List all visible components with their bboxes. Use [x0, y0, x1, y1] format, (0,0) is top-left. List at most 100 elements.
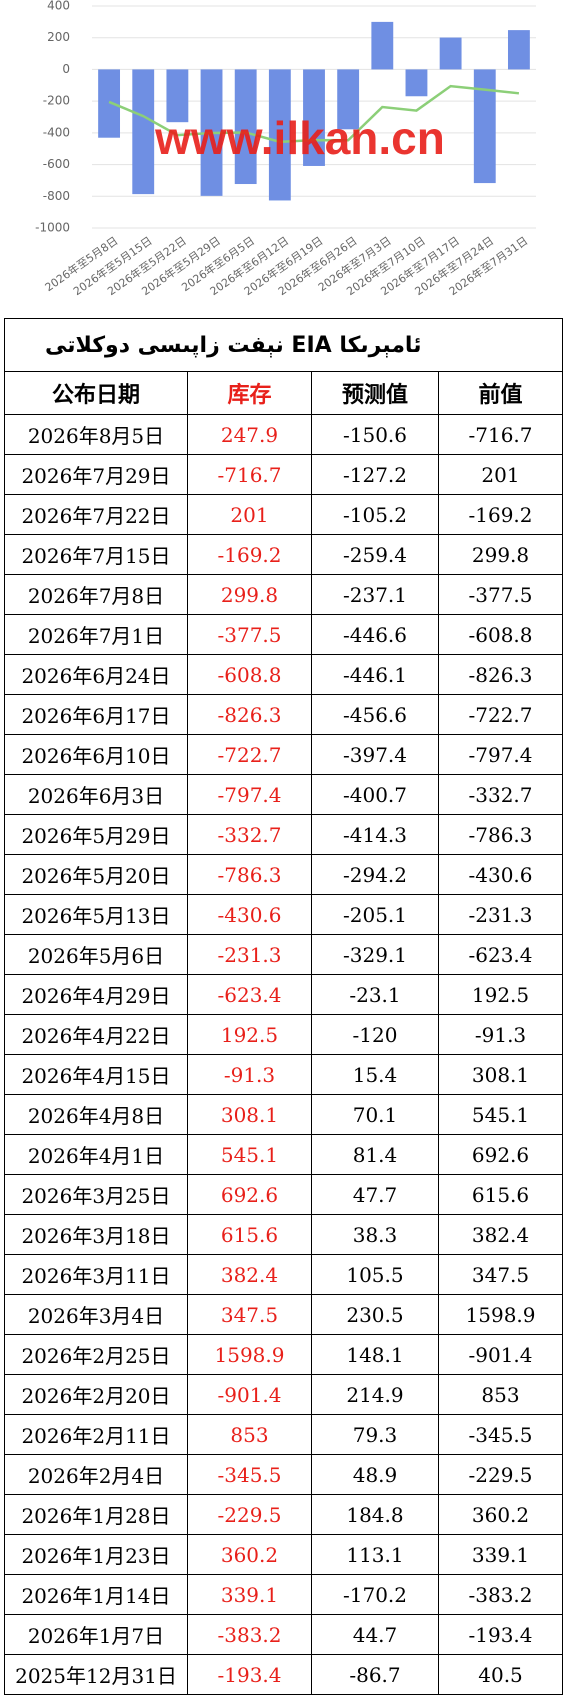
table-cell: 201: [187, 494, 312, 535]
watermark: www.ilkan.cn: [154, 112, 445, 164]
table-cell: 2026年1月14日: [4, 1574, 188, 1615]
table-row: 2026年2月25日 1598.9 148.1 -901.4: [4, 1334, 564, 1375]
table-cell: 15.4: [311, 1054, 439, 1095]
table-cell: 2025年12月31日: [4, 1654, 188, 1695]
table-cell: 2026年1月7日: [4, 1614, 188, 1655]
table-cell: 2026年1月28日: [4, 1494, 188, 1535]
table-row: 2026年7月8日 299.8 -237.1 -377.5: [4, 574, 564, 615]
table-cell: 192.5: [437, 974, 564, 1015]
table-cell: 2026年5月29日: [4, 814, 188, 855]
table-row: 2026年1月14日 339.1 -170.2 -383.2: [4, 1574, 564, 1615]
table-cell: -329.1: [311, 934, 439, 975]
table-row: 2026年4月15日 -91.3 15.4 308.1: [4, 1054, 564, 1095]
table-cell: -91.3: [437, 1014, 564, 1055]
table-cell: -901.4: [437, 1334, 564, 1375]
table-row: 2026年6月3日 -797.4 -400.7 -332.7: [4, 774, 564, 815]
table-row: 2026年8月5日 247.9 -150.6 -716.7: [4, 414, 564, 455]
table-cell: 44.7: [311, 1614, 439, 1655]
table-cell: 247.9: [187, 414, 312, 455]
bar: [473, 69, 496, 184]
table-cell: -127.2: [311, 454, 439, 495]
table-cell: 299.8: [187, 574, 312, 615]
table-cell: -797.4: [187, 774, 312, 815]
table-cell: -86.7: [311, 1654, 439, 1695]
table-cell: 2026年2月4日: [4, 1454, 188, 1495]
table-cell: -150.6: [311, 414, 439, 455]
header-cell: 库存: [187, 371, 312, 415]
table-cell: 308.1: [187, 1094, 312, 1135]
table-cell: -608.8: [437, 614, 564, 655]
table-cell: -345.5: [437, 1414, 564, 1455]
table-cell: 2026年7月15日: [4, 534, 188, 575]
table-cell: 81.4: [311, 1134, 439, 1175]
table-cell: 2026年3月18日: [4, 1214, 188, 1255]
table-cell: -383.2: [187, 1614, 312, 1655]
bar: [132, 69, 155, 195]
table-row: 2026年1月28日 -229.5 184.8 360.2: [4, 1494, 564, 1535]
table-cell: 545.1: [187, 1134, 312, 1175]
table-cell: 360.2: [187, 1534, 312, 1575]
table-row: 2026年3月25日 692.6 47.7 615.6: [4, 1174, 564, 1215]
table-cell: 339.1: [187, 1574, 312, 1615]
table-row: 2026年6月10日 -722.7 -397.4 -797.4: [4, 734, 564, 775]
table-cell: 692.6: [437, 1134, 564, 1175]
bar: [507, 30, 530, 70]
bar: [337, 69, 360, 130]
table-cell: -91.3: [187, 1054, 312, 1095]
table-cell: 347.5: [187, 1294, 312, 1335]
bar: [234, 69, 257, 185]
table-cell: -170.2: [311, 1574, 439, 1615]
table-row: 2026年1月23日 360.2 113.1 339.1: [4, 1534, 564, 1575]
bar: [439, 37, 462, 70]
table-cell: -786.3: [187, 854, 312, 895]
data-table: ئامېرىكا EIA نېفت زاپىسى دوكلاتى 公布日期 库存 预测…: [3, 318, 564, 1695]
table-cell: -294.2: [311, 854, 439, 895]
table-title: ئامېرىكا EIA نېفت زاپىسى دوكلاتى: [3, 318, 564, 372]
table-cell: 299.8: [437, 534, 564, 575]
table-cell: 47.7: [311, 1174, 439, 1215]
table-cell: -456.6: [311, 694, 439, 735]
table-cell: 1598.9: [187, 1334, 312, 1375]
table-cell: -231.3: [437, 894, 564, 935]
table-row: 2025年12月31日 -193.4 -86.7 40.5: [4, 1654, 564, 1695]
table-cell: 2026年7月22日: [4, 494, 188, 535]
table-row: 2026年3月11日 382.4 105.5 347.5: [4, 1254, 564, 1295]
y-tick-label: -800: [43, 189, 70, 203]
table-row: 2026年5月29日 -332.7 -414.3 -786.3: [4, 814, 564, 855]
y-tick-label: 0: [62, 62, 70, 76]
table-row: 2026年7月22日 201 -105.2 -169.2: [4, 494, 564, 535]
table-cell: -397.4: [311, 734, 439, 775]
bar: [166, 69, 189, 123]
table-row: 2026年2月11日 853 79.3 -345.5: [4, 1414, 564, 1455]
table-row: 2026年5月13日 -430.6 -205.1 -231.3: [4, 894, 564, 935]
bar: [303, 69, 325, 166]
table-cell: -446.1: [311, 654, 439, 695]
table-cell: 2026年8月5日: [4, 414, 188, 455]
table-cell: -332.7: [437, 774, 564, 815]
table-cell: 2026年3月11日: [4, 1254, 188, 1295]
table-cell: -797.4: [437, 734, 564, 775]
bar: [371, 21, 394, 70]
table-cell: 2026年6月17日: [4, 694, 188, 735]
table-cell: -716.7: [187, 454, 312, 495]
table-cell: 2026年6月24日: [4, 654, 188, 695]
table-cell: -716.7: [437, 414, 564, 455]
table-cell: -205.1: [311, 894, 439, 935]
table-cell: 214.9: [311, 1374, 439, 1415]
table-row: 2026年4月29日 -623.4 -23.1 192.5: [4, 974, 564, 1015]
table-cell: -332.7: [187, 814, 312, 855]
table-row: 2026年4月8日 308.1 70.1 545.1: [4, 1094, 564, 1135]
table-cell: 2026年3月4日: [4, 1294, 188, 1335]
chart: -1000-800-600-400-20002004002026年至5月8日20…: [35, 0, 536, 298]
table-row: 2026年7月1日 -377.5 -446.6 -608.8: [4, 614, 564, 655]
table-cell: -345.5: [187, 1454, 312, 1495]
bar: [268, 69, 291, 201]
table-cell: 70.1: [311, 1094, 439, 1135]
table-cell: -105.2: [311, 494, 439, 535]
table-cell: -383.2: [437, 1574, 564, 1615]
header-cell: 预测值: [311, 371, 439, 415]
table-row: 2026年6月17日 -826.3 -456.6 -722.7: [4, 694, 564, 735]
table-cell: 615.6: [437, 1174, 564, 1215]
bar: [98, 69, 121, 138]
